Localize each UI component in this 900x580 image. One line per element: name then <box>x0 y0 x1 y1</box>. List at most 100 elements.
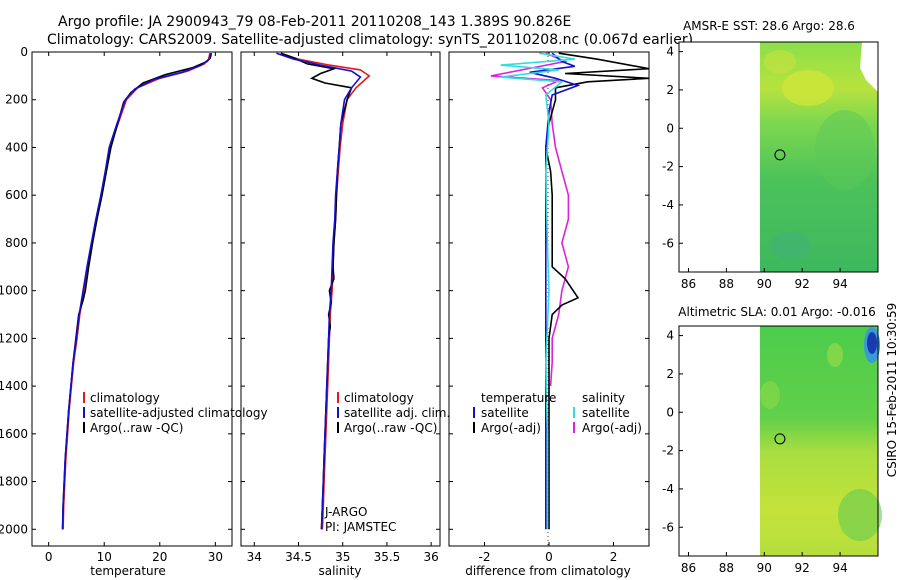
sla-eddy-core <box>867 332 877 354</box>
temperature-axes <box>31 51 233 547</box>
temperature-x-ticks: 0 10 20 30 <box>45 52 223 564</box>
lat-tick-label: -4 <box>662 198 674 212</box>
sst-cool-patch <box>770 231 810 259</box>
depth-tick-label: 0 <box>20 45 28 59</box>
depth-tick-label: 1200 <box>0 331 28 345</box>
legend-label: satellite <box>481 406 529 420</box>
salinity-axes <box>240 51 441 547</box>
credit-text: CSIRO 15-Feb-2011 10:30:59 <box>885 303 899 478</box>
lon-tick-label: 94 <box>832 277 847 291</box>
legend-label: Argo(-adj) <box>582 421 642 435</box>
lat-tick-label: -6 <box>662 520 674 534</box>
temperature-legend: climatology satellite-adjusted climatolo… <box>83 391 268 435</box>
difference-salinity-satellite-line <box>500 52 575 530</box>
lat-tick-label: -4 <box>662 482 674 496</box>
depth-tick-label: 800 <box>5 236 28 250</box>
sst-argo-location-marker <box>774 149 786 161</box>
lon-tick-label: 88 <box>719 561 734 575</box>
lon-tick-label: 90 <box>757 277 772 291</box>
sst-warm-patch <box>782 70 834 106</box>
sla-argo-location-marker <box>774 433 786 445</box>
legend-label: Argo(-adj) <box>481 421 541 435</box>
x-tick-label: 34 <box>247 550 262 564</box>
legend-label: satellite <box>582 406 630 420</box>
sst-land-mask <box>860 42 878 92</box>
difference-temperature-satellite-line <box>529 52 581 530</box>
legend-label: Argo(..raw -QC) <box>90 421 183 435</box>
sla-high-patch <box>760 381 780 409</box>
header-line-2: Climatology: CARS2009. Satellite-adjuste… <box>47 32 693 48</box>
temperature-satellite-line <box>61 52 212 530</box>
difference-xlabel: difference from climatology <box>465 564 631 578</box>
sst-map-frame <box>678 41 879 273</box>
difference-temperature-argo-line <box>544 52 649 530</box>
legend-label: climatology <box>90 391 160 405</box>
lon-tick-label: 94 <box>832 561 847 575</box>
depth-tick-label: 200 <box>5 93 28 107</box>
x-tick-label: 0 <box>45 550 53 564</box>
salinity-legend: climatology satellite adj. clim. Argo(..… <box>337 391 450 435</box>
jargo-annotation: J-ARGO <box>324 505 367 519</box>
x-tick-label: 35 <box>335 550 350 564</box>
legend-header-temperature: temperature <box>481 391 556 405</box>
sst-map-title: AMSR-E SST: 28.6 Argo: 28.6 <box>683 19 855 33</box>
depth-tick-label: 1000 <box>0 284 28 298</box>
x-tick-label: 20 <box>152 550 167 564</box>
salinity-climatology-line <box>280 52 371 530</box>
lon-tick-label: 86 <box>681 561 696 575</box>
depth-tick-label: 1600 <box>0 427 28 441</box>
difference-salinity-argo-line <box>490 52 570 387</box>
legend-header-salinity: salinity <box>582 391 625 405</box>
legend-label: Argo(..raw -QC) <box>344 421 437 435</box>
difference-legend: temperature salinity satellite Argo(-adj… <box>473 391 642 435</box>
salinity-xlabel: salinity <box>318 564 361 578</box>
lat-tick-label: -2 <box>662 160 674 174</box>
sla-map-title: Altimetric SLA: 0.01 Argo: -0.016 <box>678 305 875 319</box>
lat-tick-label: 4 <box>666 329 674 343</box>
x-tick-label: 34.5 <box>285 550 312 564</box>
lon-tick-label: 90 <box>757 561 772 575</box>
x-tick-label: -2 <box>478 550 490 564</box>
depth-tick-label: 600 <box>5 188 28 202</box>
lon-tick-label: 92 <box>795 561 810 575</box>
header-line-1: Argo profile: JA 2900943_79 08-Feb-2011 … <box>58 14 571 30</box>
lat-tick-label: 0 <box>666 405 674 419</box>
salinity-satellite-line <box>276 52 362 530</box>
lon-tick-label: 92 <box>795 277 810 291</box>
depth-tick-label: 400 <box>5 140 28 154</box>
x-tick-label: 30 <box>208 550 223 564</box>
sst-cool-patch <box>815 110 875 190</box>
temperature-xlabel: temperature <box>90 564 165 578</box>
lat-tick-label: 2 <box>666 367 674 381</box>
legend-label: satellite-adjusted climatology <box>90 406 268 420</box>
sst-map-field <box>760 42 878 272</box>
x-tick-label: 0 <box>545 550 553 564</box>
legend-label: climatology <box>344 391 414 405</box>
lat-tick-label: 0 <box>666 121 674 135</box>
lat-tick-label: 4 <box>666 45 674 59</box>
lon-tick-label: 86 <box>681 277 696 291</box>
lat-tick-label: 2 <box>666 83 674 97</box>
depth-axis-ticks: 0 200 400 600 800 1000 1200 1400 1600 1800 2000 <box>0 45 649 536</box>
sla-high-patch <box>827 343 843 367</box>
x-tick-label: 2 <box>610 550 618 564</box>
x-tick-label: 10 <box>97 550 112 564</box>
sst-warm-patch <box>764 50 796 74</box>
lat-tick-label: -2 <box>662 444 674 458</box>
salinity-x-ticks: 34 34.5 35 35.5 36 <box>247 52 439 564</box>
sla-map-frame <box>678 325 879 557</box>
legend-label: satellite adj. clim. <box>344 406 450 420</box>
depth-tick-label: 1800 <box>0 475 28 489</box>
pi-annotation: PI: JAMSTEC <box>325 520 396 534</box>
lat-tick-label: -6 <box>662 236 674 250</box>
sla-low-patch <box>838 489 882 541</box>
sla-map-lon-ticks: 86 88 90 92 94 <box>681 552 848 575</box>
temperature-argo-line <box>61 53 213 530</box>
lon-tick-label: 88 <box>719 277 734 291</box>
sla-map-lat-ticks: 4 2 0 -2 -4 -6 <box>662 329 683 534</box>
x-tick-label: 36 <box>424 550 439 564</box>
sst-map-lat-ticks: 4 2 0 -2 -4 -6 <box>662 45 683 250</box>
depth-tick-label: 2000 <box>0 522 28 536</box>
sst-map-lon-ticks: 86 88 90 92 94 <box>681 268 848 291</box>
